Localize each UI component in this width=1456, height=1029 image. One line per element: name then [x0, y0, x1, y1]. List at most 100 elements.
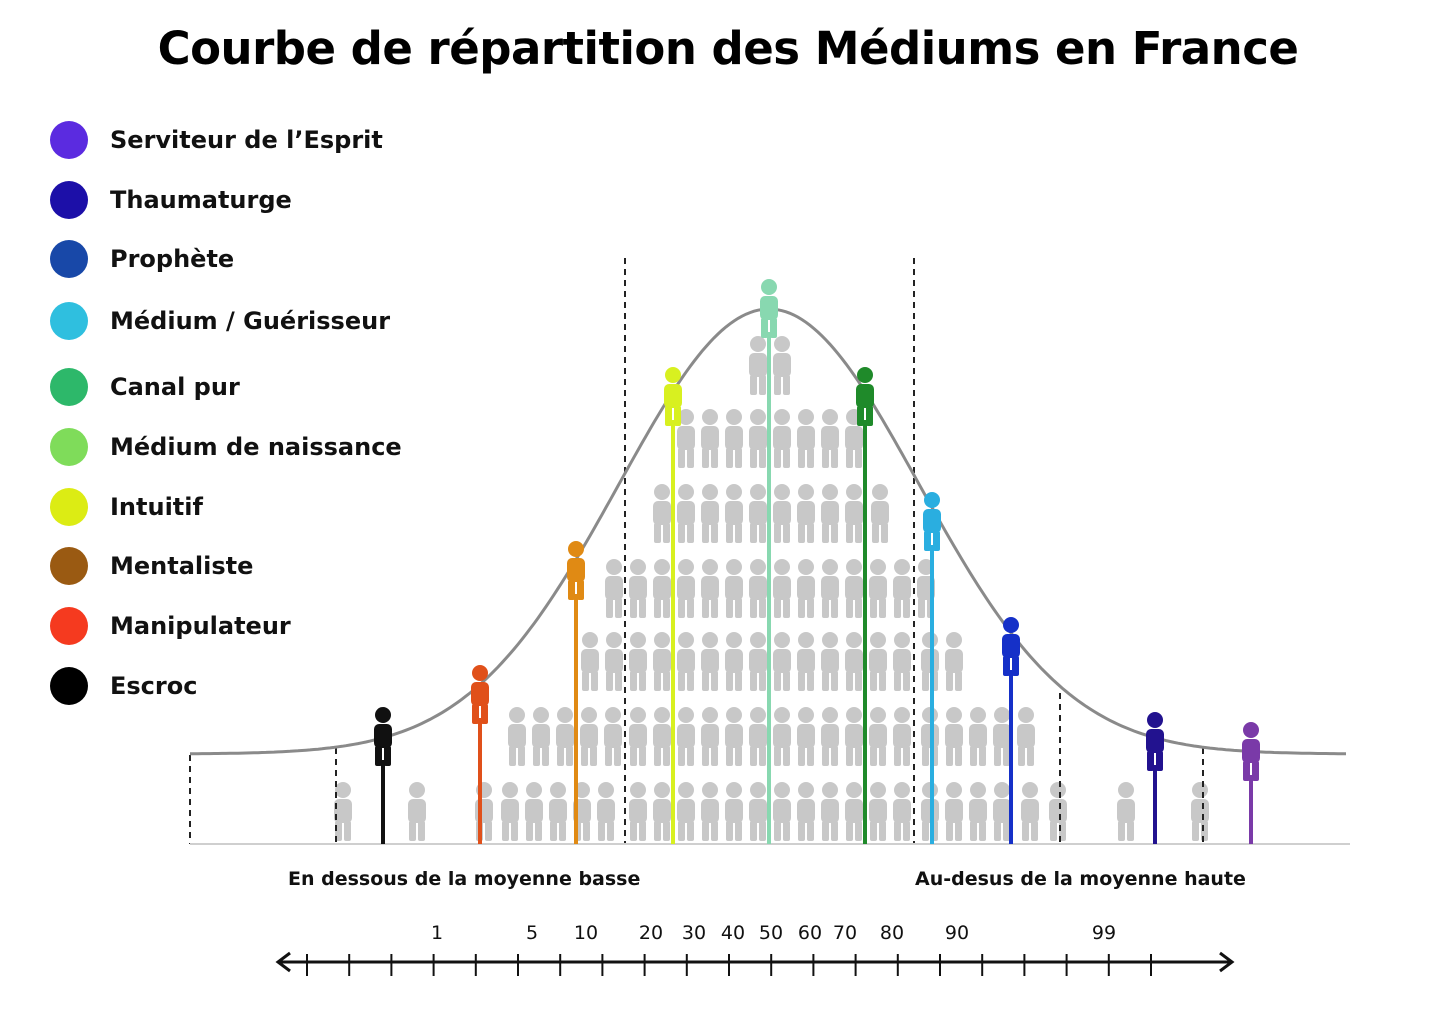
crowd-person-icon: [773, 632, 791, 691]
crowd-person-icon: [773, 409, 791, 468]
crowd-person-icon: [597, 782, 615, 841]
crowd-person-icon: [821, 632, 839, 691]
crowd-person-icon: [773, 782, 791, 841]
legend-dot-icon: [50, 488, 88, 526]
crowd-person-icon: [993, 782, 1011, 841]
legend-item-mentaliste: Mentaliste: [50, 544, 253, 588]
crowd-person-icon: [845, 707, 863, 766]
dashed-boundaries: [189, 258, 1204, 844]
legend-dot-icon: [50, 607, 88, 645]
crowd-person-icon: [869, 707, 887, 766]
crowd-person-icon: [845, 559, 863, 618]
category-person-icon: [1146, 712, 1164, 771]
crowd-person-icon: [773, 559, 791, 618]
axis-label: 30: [682, 922, 706, 944]
crowd-person-icon: [701, 782, 719, 841]
crowd-person-icon: [549, 782, 567, 841]
crowd-person-icon: [797, 782, 815, 841]
crowd-person-icon: [969, 782, 987, 841]
crowd-person-icon: [629, 559, 647, 618]
crowd-person-icon: [556, 707, 574, 766]
crowd-person-icon: [725, 782, 743, 841]
crowd-person-icon: [701, 409, 719, 468]
crowd-person-icon: [945, 632, 963, 691]
legend-dot-icon: [50, 368, 88, 406]
crowd-person-icon: [773, 484, 791, 543]
axis-label: 40: [721, 922, 745, 944]
legend-label: Escroc: [110, 672, 198, 700]
crowd-person-icon: [945, 707, 963, 766]
crowd-person-icon: [821, 409, 839, 468]
crowd-person-icon: [845, 782, 863, 841]
crowd-person-icon: [475, 782, 493, 841]
crowd-person-icon: [845, 632, 863, 691]
crowd-person-icon: [1017, 707, 1035, 766]
legend-dot-icon: [50, 428, 88, 466]
crowd-person-icon: [821, 782, 839, 841]
legend-label: Médium de naissance: [110, 433, 402, 461]
arrow-left-icon: [275, 951, 291, 973]
legend-dot-icon: [50, 547, 88, 585]
crowd-person-icon: [334, 782, 352, 841]
crowd-person-icon: [532, 707, 550, 766]
legend-item-thaumaturge: Thaumaturge: [50, 178, 292, 222]
crowd-person-icon: [869, 782, 887, 841]
crowd-person-icon: [797, 559, 815, 618]
crowd-person-icon: [605, 632, 623, 691]
crowd-person-icon: [653, 559, 671, 618]
crowd-person-icon: [1021, 782, 1039, 841]
legend-item-canal-pur: Canal pur: [50, 365, 240, 409]
crowd-person-icon: [993, 707, 1011, 766]
legend-dot-icon: [50, 121, 88, 159]
legend-dot-icon: [50, 240, 88, 278]
crowd-person-icon: [749, 484, 767, 543]
crowd-person-icon: [871, 484, 889, 543]
crowd-person-icon: [749, 409, 767, 468]
legend-label: Prophète: [110, 245, 235, 273]
crowd-person-icon: [869, 559, 887, 618]
crowd-person-icon: [604, 707, 622, 766]
crowd-person-icon: [580, 707, 598, 766]
crowd-person-icon: [701, 559, 719, 618]
axis-label: 60: [798, 922, 822, 944]
crowd-person-icon: [749, 782, 767, 841]
crowd-person-icon: [797, 632, 815, 691]
crowd-person-icon: [893, 559, 911, 618]
category-person-icon: [664, 367, 682, 426]
crowd-person-icon: [773, 336, 791, 395]
category-person-icon: [760, 279, 778, 338]
axis-label: 50: [759, 922, 783, 944]
crowd-person-icon: [797, 409, 815, 468]
category-person-icon: [374, 707, 392, 766]
crowd-person-icon: [701, 632, 719, 691]
category-markers: [374, 279, 1260, 844]
legend-item-prophete: Prophète: [50, 237, 234, 281]
crowd-person-icon: [869, 632, 887, 691]
crowd-person-icon: [629, 707, 647, 766]
crowd-person-icon: [797, 484, 815, 543]
crowd-person-icon: [677, 707, 695, 766]
axis-label: 80: [880, 922, 904, 944]
crowd-person-icon: [1191, 782, 1209, 841]
crowd-person-icon: [893, 632, 911, 691]
crowd-person-icon: [653, 707, 671, 766]
crowd-person-icon: [653, 484, 671, 543]
legend-item-medium-naissance: Médium de naissance: [50, 425, 402, 469]
crowd-person-icon: [629, 782, 647, 841]
axis-label: 5: [526, 922, 538, 944]
legend-item-serviteur: Serviteur de l’Esprit: [50, 118, 383, 162]
legend-label: Mentaliste: [110, 552, 254, 580]
crowd-person-icon: [653, 782, 671, 841]
legend-label: Intuitif: [110, 493, 203, 521]
population-crowd: [334, 336, 1209, 841]
crowd-person-icon: [677, 559, 695, 618]
percentile-axis: 1 5 10 20 30 40 50 60 70 80 90 99: [275, 922, 1235, 976]
page-title: Courbe de répartition des Médiums en Fra…: [157, 22, 1299, 75]
legend-label: Canal pur: [110, 373, 240, 401]
legend-dot-icon: [50, 302, 88, 340]
category-person-icon: [856, 367, 874, 426]
crowd-person-icon: [821, 559, 839, 618]
crowd-person-icon: [725, 409, 743, 468]
legend-dot-icon: [50, 181, 88, 219]
crowd-person-icon: [1117, 782, 1135, 841]
